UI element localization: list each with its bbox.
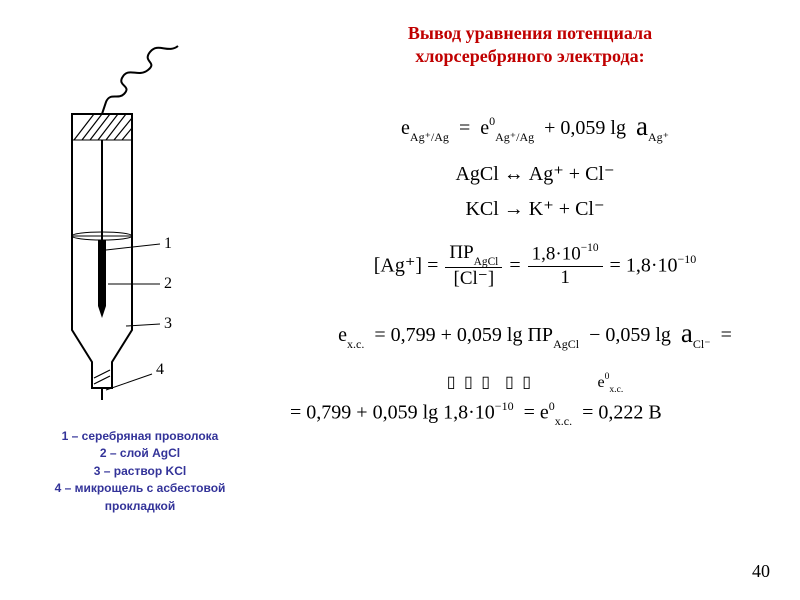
garbled-glyph-row: ▯ ▯ ▯ ▯ ▯ e0х.с.	[280, 372, 790, 394]
equations-block: eAg⁺/Ag = e0Ag⁺/Ag + 0,059 lg aAg⁺ AgCl …	[280, 88, 790, 438]
diagram-label-3: 3	[164, 315, 172, 332]
legend-line-5: прокладкой	[105, 499, 176, 513]
diagram-label-2: 2	[164, 275, 172, 292]
diagram-label-1: 1	[164, 235, 172, 252]
legend-line-3: 3 – раствор KCl	[94, 464, 186, 478]
title-line-1: Вывод уравнения потенциала	[408, 23, 652, 43]
legend-line-4: 4 – микрощель с асбестовой	[55, 481, 226, 495]
stopper-hatching	[72, 114, 132, 140]
eq-ag-concentration: [Ag⁺] = ПРAgCl [Cl⁻] = 1,8·10−10 1 = 1,8…	[280, 243, 790, 291]
eq-agcl-dissoc: AgCl ↔ Ag⁺ + Cl⁻	[280, 161, 790, 186]
eq-nernst: eAg⁺/Ag = e0Ag⁺/Ag + 0,059 lg aAg⁺	[280, 110, 790, 143]
title-line-2: хлорсеребряного электрода:	[415, 46, 644, 66]
activity-a: a	[636, 111, 648, 141]
diagram-legend: 1 – серебряная проволока 2 – слой AgCl 3…	[10, 428, 270, 515]
asbestos-plug	[94, 370, 110, 384]
eq-exc-derivation: eх.с. = 0,799 + 0,059 lg ПРAgCl − 0,059 …	[280, 317, 790, 372]
legend-line-1: 1 – серебряная проволока	[62, 429, 219, 443]
page-number: 40	[752, 561, 770, 582]
title: Вывод уравнения потенциала хлорсеребряно…	[300, 22, 760, 67]
eq-final-value: = 0,799 + 0,059 lg 1,8·10−10 = e0х.с. = …	[280, 400, 790, 428]
sym-e: e	[401, 117, 410, 139]
lead-wire	[102, 46, 178, 114]
electrode-diagram: 1 2 3 4	[28, 40, 248, 420]
legend-line-2: 2 – слой AgCl	[100, 446, 180, 460]
eq-kcl-dissoc: KCl → K⁺ + Cl⁻	[280, 196, 790, 221]
agcl-coating	[98, 240, 106, 318]
diagram-label-4: 4	[156, 361, 164, 378]
